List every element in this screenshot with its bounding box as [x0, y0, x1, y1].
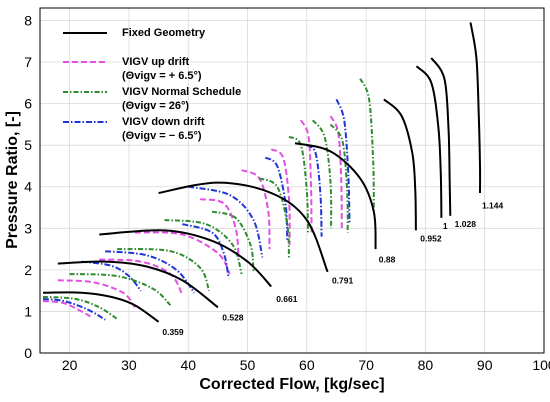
y-tick-label: 2 — [24, 262, 32, 278]
y-tick-label: 1 — [24, 303, 32, 319]
x-tick-label: 70 — [358, 357, 374, 373]
x-tick-label: 100 — [532, 357, 550, 373]
speed-line-normal — [359, 78, 375, 212]
legend-label: Fixed Geometry — [122, 27, 206, 39]
series-fixed — [42, 22, 482, 323]
plot-frame — [39, 7, 545, 354]
speed-line-up — [299, 119, 313, 233]
x-tick-label: 60 — [299, 357, 315, 373]
speed-line-normal — [288, 135, 309, 233]
grid-lines — [40, 8, 545, 354]
x-tick-label: 40 — [180, 357, 196, 373]
speed-line-normal — [42, 295, 118, 320]
y-tick-label: 0 — [24, 345, 32, 361]
speed-line-fixed — [294, 142, 377, 250]
speed-line-up — [42, 300, 91, 318]
legend-label: VIGV down drift — [122, 116, 205, 128]
y-tick-label: 4 — [24, 179, 32, 195]
speed-label: 0.791 — [332, 275, 354, 285]
series-layer — [42, 22, 482, 323]
speed-label: 0.359 — [162, 327, 184, 337]
speed-line-up — [241, 169, 271, 250]
speed-line-down — [335, 99, 351, 225]
y-tick-label: 3 — [24, 220, 32, 236]
series-up — [42, 115, 343, 318]
speed-line-down — [81, 260, 142, 292]
speed-line-fixed — [158, 181, 329, 273]
x-tick-label: 90 — [477, 357, 493, 373]
speed-line-fixed — [415, 65, 443, 218]
y-tick-labels: 0 1 2 3 4 5 6 7 8 — [24, 12, 32, 361]
speed-label: 0.952 — [420, 234, 442, 244]
speed-line-up — [134, 231, 231, 275]
speed-line-up — [199, 198, 240, 258]
speed-label: 1 — [443, 221, 448, 231]
speed-line-fixed — [383, 98, 417, 231]
legend-sublabel: (Θvigv = − 6.5°) — [122, 130, 202, 142]
plot-area — [40, 8, 544, 353]
speed-label: 0.528 — [222, 313, 244, 323]
speed-line-fixed — [99, 229, 272, 288]
y-axis-label: Pressure Ratio, [-] — [4, 111, 21, 249]
y-tick-label: 5 — [24, 137, 32, 153]
speed-label: 1.028 — [455, 219, 477, 229]
speed-line-down — [264, 156, 289, 241]
y-tick-label: 8 — [24, 12, 32, 28]
legend-sublabel: (Θvigv = 26°) — [122, 100, 189, 112]
speed-line-down — [306, 144, 323, 237]
speed-line-down — [42, 298, 106, 321]
speed-line-fixed — [430, 57, 452, 216]
speed-line-normal — [211, 210, 255, 273]
speed-line-fixed — [57, 260, 219, 309]
speed-label: 0.661 — [276, 294, 298, 304]
series-down — [42, 99, 351, 321]
speed-line-up — [99, 258, 184, 296]
x-axis-label: Corrected Flow, [kg/sec] — [199, 376, 384, 393]
speed-line-normal — [164, 219, 243, 275]
series-normal — [42, 78, 375, 320]
x-tick-label: 30 — [121, 357, 137, 373]
x-tick-labels: 20 30 40 50 60 70 80 90 100 — [62, 357, 550, 373]
legend-sublabel: (Θvigv = + 6.5°) — [122, 70, 202, 82]
x-tick-label: 20 — [62, 357, 78, 373]
x-tick-label: 80 — [418, 357, 434, 373]
speed-line-up — [270, 148, 291, 245]
x-tick-label: 50 — [240, 357, 256, 373]
speed-line-down — [105, 250, 196, 294]
speed-line-fixed — [42, 291, 160, 323]
speed-line-down — [182, 223, 230, 279]
speed-label: 0.88 — [379, 254, 396, 264]
legend-label: VIGV up drift — [122, 56, 190, 68]
speed-line-normal — [329, 123, 349, 233]
legend-label: VIGV Normal Schedule — [122, 86, 241, 98]
y-tick-label: 6 — [24, 96, 32, 112]
speed-line-fixed — [469, 22, 482, 194]
speed-line-normal — [69, 273, 172, 306]
speed-line-normal — [311, 119, 333, 229]
speed-line-up — [329, 115, 343, 229]
y-tick-label: 7 — [24, 54, 32, 70]
speed-line-down — [188, 185, 264, 258]
speed-label: 1.144 — [482, 200, 504, 210]
speed-line-normal — [117, 248, 210, 292]
speed-line-normal — [258, 177, 290, 258]
legend: Fixed Geometry VIGV up drift (Θvigv = + 6.… — [63, 27, 241, 142]
